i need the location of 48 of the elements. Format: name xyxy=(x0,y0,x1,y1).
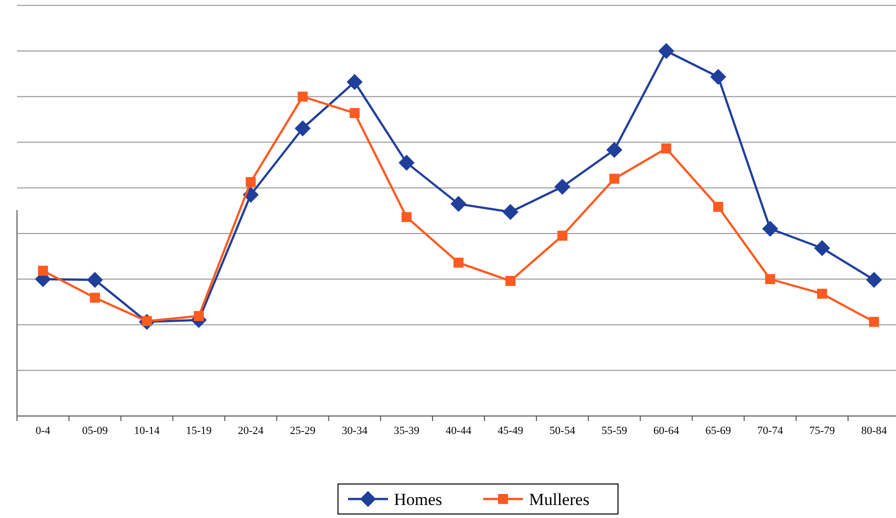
x-tick-label: 45-49 xyxy=(498,425,524,437)
point xyxy=(609,174,620,184)
point xyxy=(194,310,204,321)
x-tick-label: 30-34 xyxy=(342,425,368,437)
point xyxy=(762,220,778,237)
x-tick-label: 25-29 xyxy=(290,425,316,437)
point xyxy=(866,272,882,288)
point xyxy=(502,204,518,220)
point xyxy=(298,92,308,102)
x-tick-label: 40-44 xyxy=(446,425,472,437)
point xyxy=(554,178,570,195)
point xyxy=(505,276,516,286)
point xyxy=(294,120,311,136)
point xyxy=(246,177,256,188)
x-tick-label: 70-74 xyxy=(757,425,784,437)
x-tick-label: 80-84 xyxy=(861,425,888,437)
x-tick-label: 05-09 xyxy=(82,425,108,437)
point xyxy=(454,258,464,268)
point xyxy=(765,274,776,284)
x-tick-label: 65-69 xyxy=(705,425,732,437)
x-tick-label: 50-54 xyxy=(550,425,576,437)
x-tick-label: 75-79 xyxy=(809,425,836,437)
x-tick-label: 35-39 xyxy=(394,425,420,437)
legend-label: Homes xyxy=(394,490,442,509)
point xyxy=(450,196,466,212)
point xyxy=(346,74,363,90)
point xyxy=(710,68,726,85)
legend-label: Mulleres xyxy=(529,490,590,509)
point xyxy=(90,292,100,303)
point xyxy=(606,142,622,158)
x-tick-label: 55-59 xyxy=(601,425,628,437)
point xyxy=(350,108,360,118)
x-tick-label: 10-14 xyxy=(134,425,160,437)
point xyxy=(86,272,103,288)
x-tick-label: 0-4 xyxy=(36,425,51,437)
point xyxy=(817,288,828,299)
x-tick-label: 15-19 xyxy=(186,425,212,437)
point xyxy=(814,240,830,256)
point xyxy=(402,212,412,222)
point xyxy=(557,230,568,241)
point xyxy=(398,154,415,171)
point xyxy=(713,202,724,212)
point xyxy=(869,316,880,327)
point xyxy=(38,266,48,276)
x-tick-label: 60-64 xyxy=(653,425,680,437)
point xyxy=(658,43,674,59)
point xyxy=(661,143,672,154)
x-tick-label: 20-24 xyxy=(238,425,264,437)
